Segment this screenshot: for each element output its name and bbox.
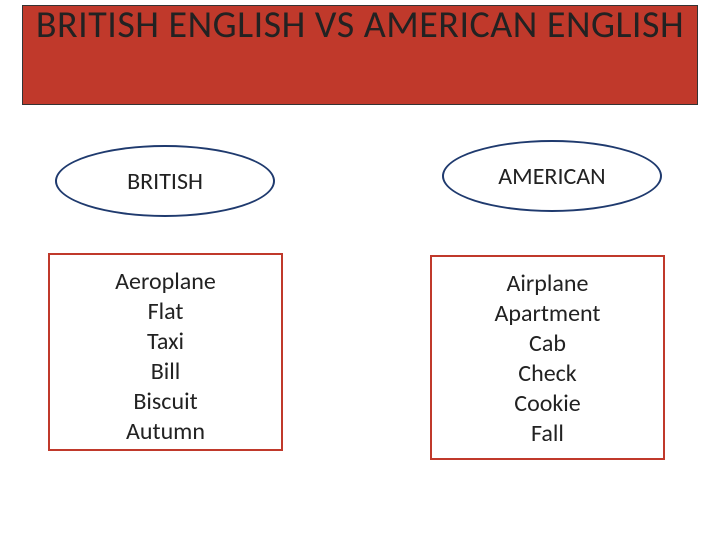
word-item: Cookie (440, 389, 655, 419)
word-item: Autumn (58, 417, 273, 447)
column-heading-american: AMERICAN (442, 140, 662, 212)
word-item: Apartment (440, 299, 655, 329)
word-item: Cab (440, 329, 655, 359)
word-item: Flat (58, 297, 273, 327)
page-title: BRITISH ENGLISH VS AMERICAN ENGLISH (0, 2, 720, 48)
word-item: Biscuit (58, 387, 273, 417)
word-item: Bill (58, 357, 273, 387)
heading-british-label: BRITISH (127, 167, 203, 196)
word-item: Aeroplane (58, 267, 273, 297)
american-words-box: Airplane Apartment Cab Check Cookie Fall (430, 255, 665, 460)
word-item: Airplane (440, 269, 655, 299)
british-words-box: Aeroplane Flat Taxi Bill Biscuit Autumn (48, 253, 283, 451)
heading-american-label: AMERICAN (498, 162, 605, 191)
word-item: Check (440, 359, 655, 389)
column-heading-british: BRITISH (55, 145, 275, 217)
word-item: Fall (440, 419, 655, 449)
word-item: Taxi (58, 327, 273, 357)
